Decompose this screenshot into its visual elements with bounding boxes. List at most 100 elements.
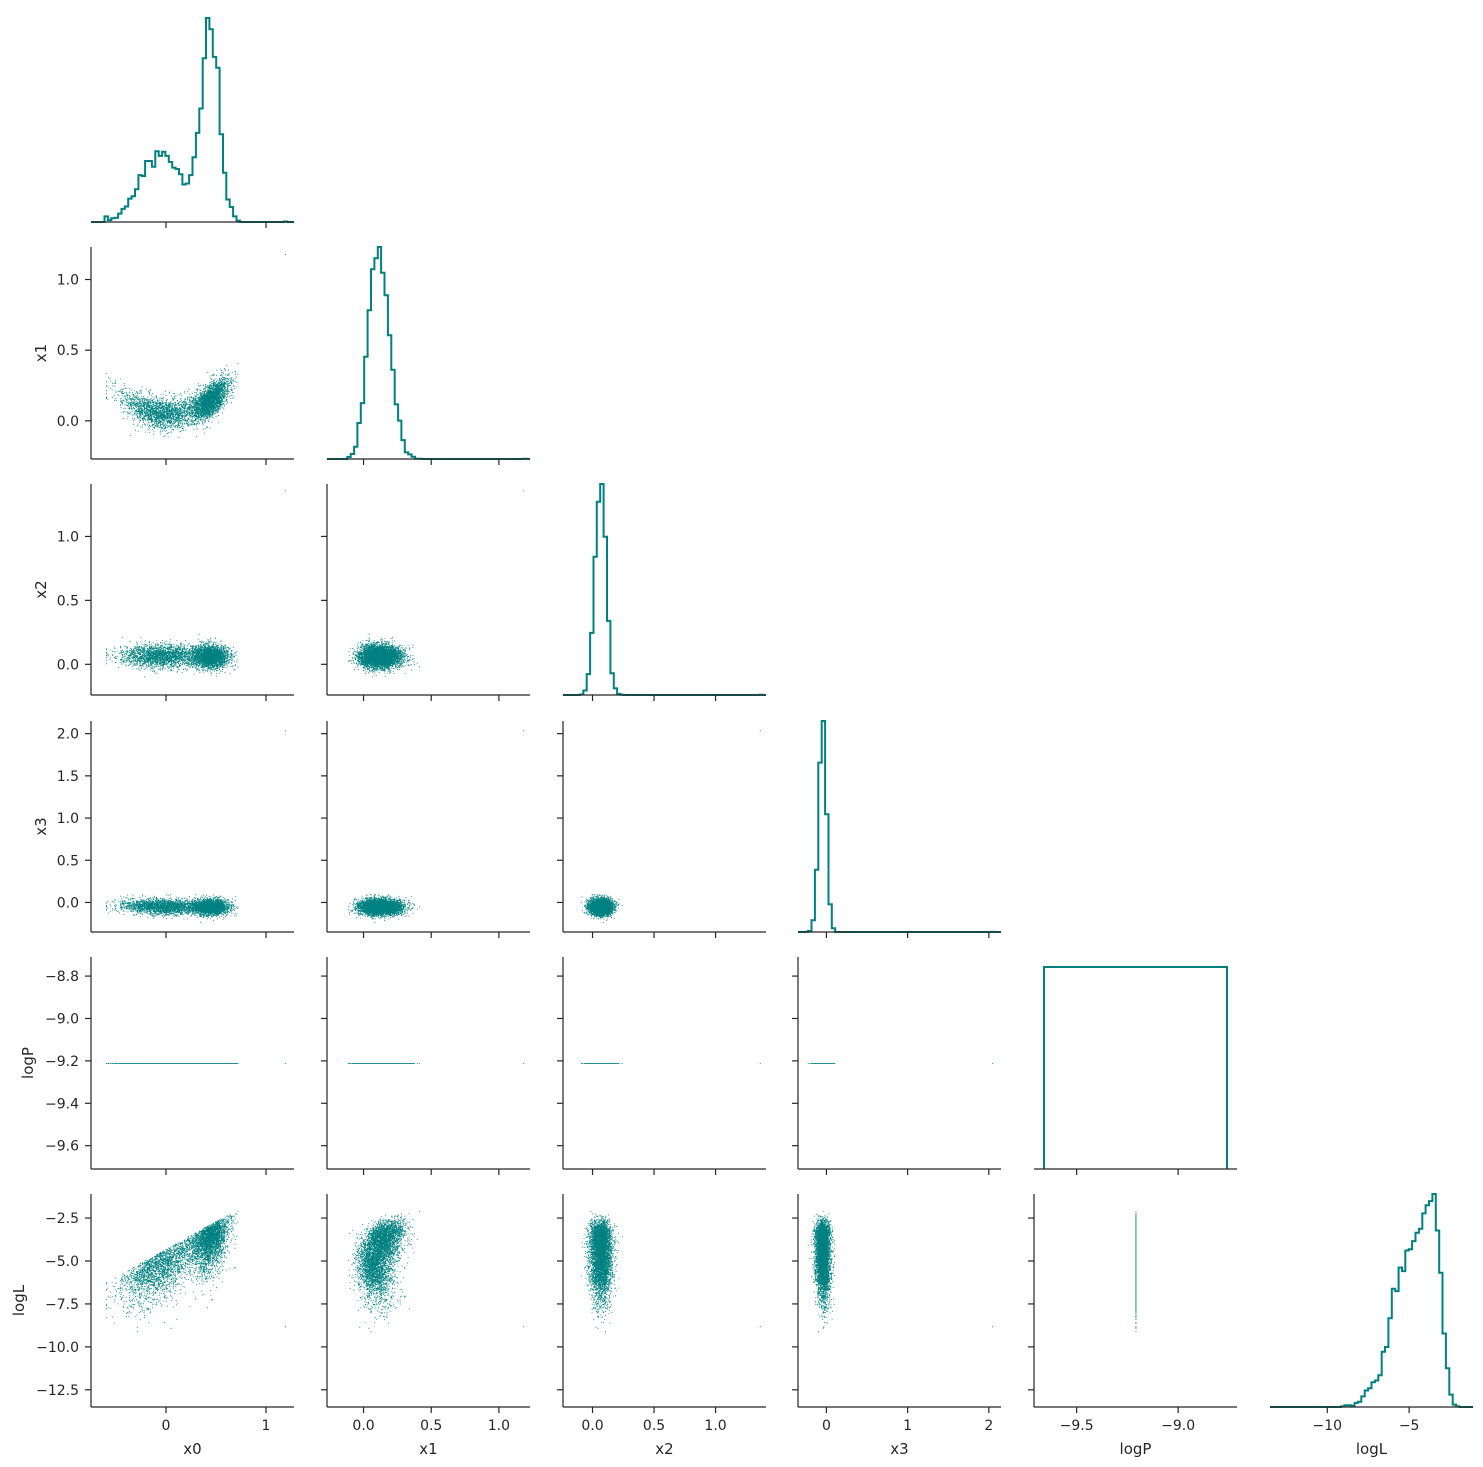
scatter-points — [348, 1211, 525, 1333]
panel-x0-logP: −9.6 −9.4 −9.2 −9.0 −8.8 — [45, 957, 294, 1175]
x-tick-label: 1.0 — [704, 1418, 726, 1434]
x-tick-label: 0.0 — [352, 1418, 374, 1434]
x-axis-label-x2: x2 — [655, 1440, 673, 1458]
scatter-points — [807, 1063, 993, 1064]
scatter-points — [106, 730, 286, 923]
scatter-points — [106, 490, 286, 678]
scatter-marks — [106, 730, 286, 923]
scatter-marks — [580, 730, 761, 923]
y-tick-label: 0.5 — [57, 853, 79, 869]
panel-x3-logL: 0 1 2 — [792, 1194, 1001, 1434]
scatter-marks — [348, 730, 525, 923]
panel-x0-logL: 0 1 −12.5 −10.0 −7.5 −5.0 −2.5 — [36, 1194, 294, 1434]
x-tick-label: −9.0 — [1161, 1418, 1195, 1434]
x-tick-label: 0.5 — [420, 1418, 442, 1434]
scatter-points — [106, 1211, 286, 1333]
x-tick-label: 2 — [984, 1418, 993, 1434]
x-tick-label: −9.5 — [1060, 1418, 1094, 1434]
x-tick-label: −10 — [1313, 1418, 1343, 1434]
y-tick-label: 0.5 — [57, 593, 79, 609]
y-tick-label: −7.5 — [45, 1297, 79, 1313]
panel-x0-x0 — [91, 17, 294, 228]
y-tick-label: −9.6 — [45, 1139, 79, 1155]
x-axis-label-logP: logP — [1120, 1440, 1152, 1458]
scatter-points — [348, 1063, 525, 1064]
scatter-marks — [580, 1063, 761, 1064]
histogram-x0 — [91, 17, 294, 223]
x-axis-label-logL: logL — [1356, 1440, 1388, 1458]
panel-logP-logP — [1034, 966, 1237, 1175]
panel-x3-logP — [792, 957, 1001, 1175]
x-tick-label: 0.0 — [581, 1418, 603, 1434]
histogram-logP — [1043, 966, 1228, 1169]
y-axis-label-x1: x1 — [32, 344, 50, 362]
x-axis-label-x3: x3 — [890, 1440, 908, 1458]
scatter-points — [348, 730, 525, 923]
scatter-marks — [807, 1211, 993, 1333]
histogram-x1 — [327, 246, 530, 460]
y-tick-label: −12.5 — [36, 1383, 79, 1399]
x-tick-label: −5 — [1399, 1418, 1420, 1434]
scatter-points — [580, 1063, 761, 1064]
scatter-marks — [348, 1211, 525, 1333]
y-tick-label: −8.8 — [45, 969, 79, 985]
x-axis-label-x0: x0 — [183, 1440, 201, 1458]
panel-x3-x3 — [798, 720, 1001, 938]
y-tick-label: 0.0 — [57, 657, 79, 673]
x-tick-label: 0.5 — [643, 1418, 665, 1434]
y-tick-label: −9.4 — [45, 1096, 79, 1112]
scatter-marks — [807, 1063, 993, 1064]
y-tick-label: 0.5 — [57, 343, 79, 359]
x-tick-label: 0 — [162, 1418, 171, 1434]
y-tick-label: 1.0 — [57, 273, 79, 289]
panel-x0-x3: 0.0 0.5 1.0 1.5 2.0 — [57, 721, 294, 938]
y-tick-label: −9.0 — [45, 1011, 79, 1027]
panel-x0-x1: 0.0 0.5 1.0 — [57, 247, 294, 465]
y-tick-label: 0.0 — [57, 414, 79, 430]
y-tick-label: 1.5 — [57, 769, 79, 785]
panel-x2-x3 — [557, 721, 766, 938]
panel-x1-logP — [321, 957, 530, 1175]
scatter-marks — [348, 490, 525, 678]
scatter-points — [106, 254, 286, 438]
x-tick-label: 1.0 — [488, 1418, 510, 1434]
y-axis-label-x3: x3 — [32, 817, 50, 835]
panel-x1-x3 — [321, 721, 530, 938]
scatter-marks — [106, 490, 286, 678]
x-tick-label: 1 — [903, 1418, 912, 1434]
panel-x1-x2 — [321, 484, 530, 701]
scatter-points — [580, 730, 761, 923]
x-axis-label-x1: x1 — [419, 1440, 437, 1458]
scatter-marks — [1135, 1211, 1137, 1333]
scatter-points — [580, 1211, 761, 1333]
scatter-points — [807, 1211, 993, 1333]
histogram-x3 — [798, 720, 1001, 933]
histogram-logL — [1270, 1193, 1473, 1408]
y-axis-label-logP: logP — [19, 1047, 37, 1079]
scatter-marks — [106, 1211, 286, 1333]
y-tick-label: −2.5 — [45, 1211, 79, 1227]
scatter-points — [1135, 1211, 1137, 1333]
y-tick-label: −10.0 — [36, 1340, 79, 1356]
histogram-x2 — [563, 483, 766, 696]
scatter-marks — [106, 254, 286, 438]
scatter-points — [348, 490, 525, 678]
panel-logL-logL: −10 −5 — [1270, 1193, 1473, 1434]
panel-x2-x2 — [563, 483, 766, 701]
y-tick-label: 1.0 — [57, 529, 79, 545]
y-axis-label-x2: x2 — [32, 580, 50, 598]
x-tick-label: 1 — [262, 1418, 271, 1434]
panel-x0-x2: 0.0 0.5 1.0 — [57, 484, 294, 701]
y-axis-label-logL: logL — [10, 1284, 28, 1316]
y-tick-label: −5.0 — [45, 1254, 79, 1270]
x-tick-label: 0 — [822, 1418, 831, 1434]
y-tick-label: 1.0 — [57, 811, 79, 827]
panel-x2-logL: 0.0 0.5 1.0 — [557, 1194, 766, 1434]
scatter-points — [106, 1063, 286, 1064]
scatter-marks — [348, 1063, 525, 1064]
y-tick-label: 0.0 — [57, 895, 79, 911]
panel-x1-logL: 0.0 0.5 1.0 — [321, 1194, 530, 1434]
y-tick-label: −9.2 — [45, 1054, 79, 1070]
y-tick-label: 2.0 — [57, 727, 79, 743]
